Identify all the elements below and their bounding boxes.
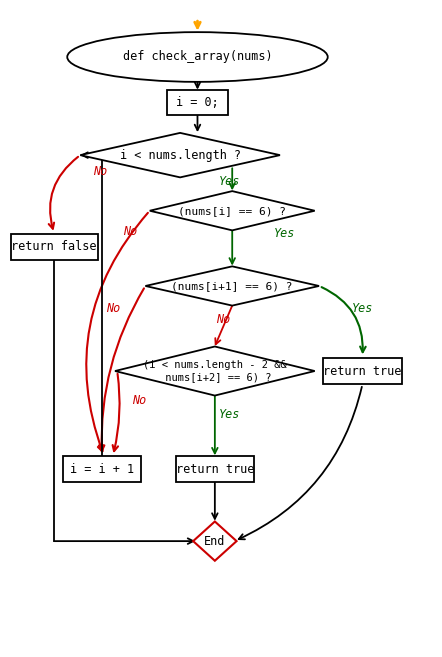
Text: (i < nums.length - 2 &&
 nums[i+2] == 6) ?: (i < nums.length - 2 && nums[i+2] == 6) … (143, 360, 287, 382)
Text: No: No (132, 394, 146, 407)
Text: No: No (106, 302, 120, 315)
Polygon shape (193, 522, 236, 560)
Text: No: No (123, 225, 137, 238)
Text: return true: return true (323, 365, 402, 378)
Text: return false: return false (11, 240, 97, 253)
Polygon shape (150, 191, 315, 231)
Text: Yes: Yes (274, 227, 295, 240)
Text: (nums[i] == 6) ?: (nums[i] == 6) ? (178, 206, 286, 215)
Text: i = i + 1: i = i + 1 (70, 463, 134, 476)
Text: i < nums.length ?: i < nums.length ? (119, 148, 241, 162)
Text: def check_array(nums): def check_array(nums) (123, 51, 272, 64)
Text: End: End (204, 535, 225, 548)
Polygon shape (115, 346, 315, 396)
Polygon shape (80, 133, 280, 177)
Text: Yes: Yes (352, 302, 373, 315)
FancyBboxPatch shape (63, 456, 141, 482)
Text: Yes: Yes (219, 409, 241, 421)
Text: return true: return true (175, 463, 254, 476)
FancyBboxPatch shape (176, 456, 254, 482)
Text: (nums[i+1] == 6) ?: (nums[i+1] == 6) ? (171, 281, 293, 291)
FancyBboxPatch shape (167, 91, 228, 115)
Text: No: No (93, 165, 107, 178)
Polygon shape (145, 266, 319, 306)
FancyBboxPatch shape (324, 358, 401, 384)
Text: i = 0;: i = 0; (176, 97, 219, 109)
Text: Yes: Yes (219, 175, 241, 188)
Ellipse shape (67, 32, 328, 82)
FancyBboxPatch shape (11, 234, 98, 260)
Text: No: No (217, 313, 231, 327)
